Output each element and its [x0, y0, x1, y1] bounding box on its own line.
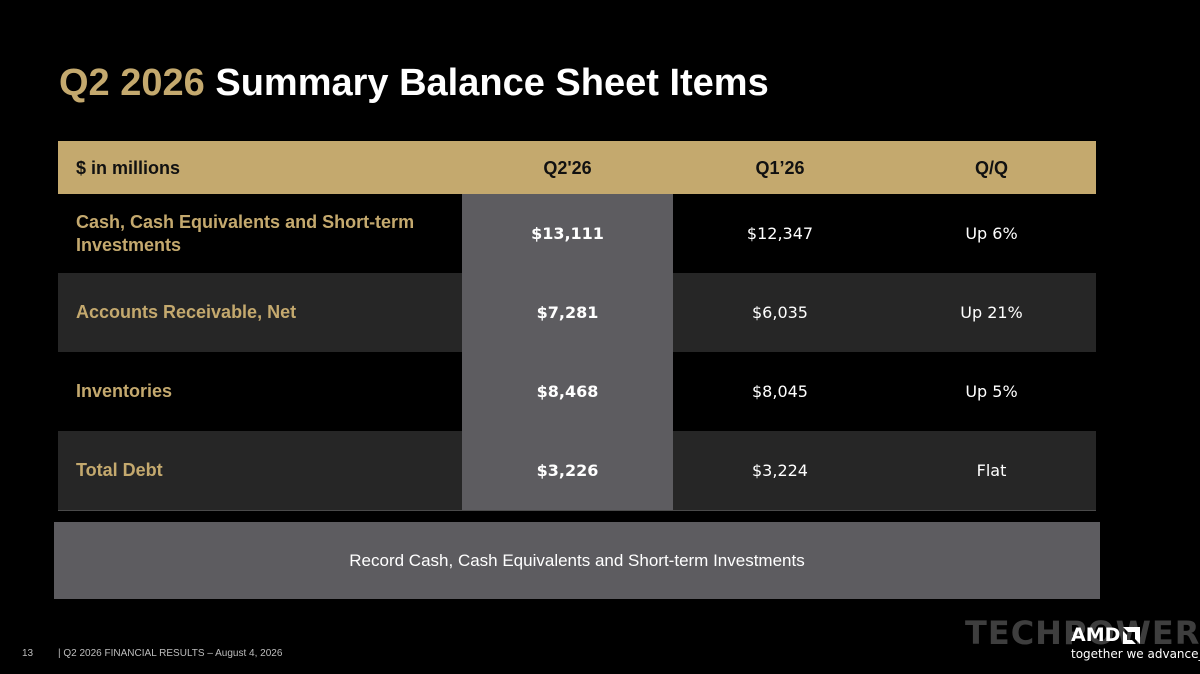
row-values: $8,468 $8,045 Up 5% [58, 352, 1096, 431]
cell-qq: Flat [976, 461, 1007, 480]
callout-banner: Record Cash, Cash Equivalents and Short-… [54, 522, 1100, 599]
cell-q1: $8,045 [752, 382, 808, 401]
footer-text: | Q2 2026 FINANCIAL RESULTS – August 4, … [58, 648, 283, 659]
amd-arrow-icon [1123, 626, 1141, 644]
cell-q1: $6,035 [752, 303, 808, 322]
row-label: Total Debt [76, 460, 163, 480]
cell-q2: $8,468 [536, 382, 599, 401]
logo-wordmark: AMD [1071, 624, 1121, 646]
balance-sheet-table: $ in millions Q2'26 Q1’26 Q/Q Cash, Cash… [58, 141, 1096, 511]
cell-qq: Up 6% [965, 224, 1018, 243]
cell-qq: Up 21% [960, 303, 1023, 322]
cell-qq: Up 5% [965, 382, 1018, 401]
row-values: $7,281 $6,035 Up 21% [58, 273, 1096, 352]
title-accent: Q2 2026 [59, 62, 205, 104]
cell-q1: $12,347 [746, 224, 814, 243]
row-label: Cash, Cash Equivalents and Short-term In… [76, 211, 415, 255]
header-q2: Q2'26 [543, 158, 592, 178]
tagline: together we advance_ [1071, 647, 1200, 661]
cell-q2: $3,226 [536, 461, 599, 480]
callout-text: Record Cash, Cash Equivalents and Short-… [349, 550, 805, 570]
table-header: $ in millions Q2'26 Q1’26 Q/Q [58, 141, 1096, 194]
row-values: $13,111 $12,347 Up 6% [58, 194, 1096, 273]
page-title: Q2 2026 Summary Balance Sheet Items [59, 58, 769, 108]
cell-q1: $3,224 [752, 461, 808, 480]
row-label: Inventories [76, 381, 173, 401]
cell-q2: $13,111 [531, 224, 604, 243]
q2-highlight-column [462, 194, 673, 510]
cell-q2: $7,281 [536, 303, 599, 322]
table-bottom-divider [58, 510, 1096, 511]
header-q1: Q1’26 [755, 158, 805, 178]
page-number: 13 [22, 648, 34, 659]
header-qq: Q/Q [974, 158, 1008, 178]
amd-logo: AMD [1071, 624, 1141, 646]
title-text: Summary Balance Sheet Items [215, 62, 769, 104]
watermark: TECHPOWERUP [965, 614, 1200, 652]
header-units: $ in millions [76, 158, 181, 178]
row-label: Accounts Receivable, Net [76, 302, 297, 322]
row-values: $3,226 $3,224 Flat [58, 431, 1096, 510]
